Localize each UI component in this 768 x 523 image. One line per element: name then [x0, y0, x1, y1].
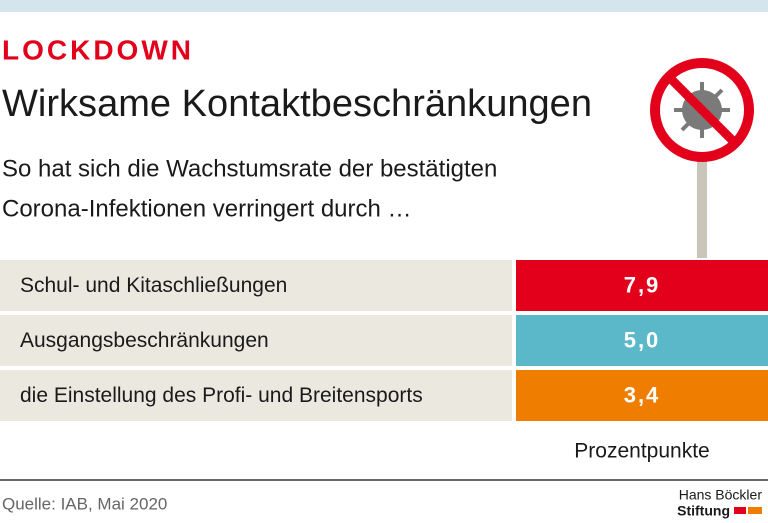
row-background — [0, 260, 512, 311]
source: Quelle: IAB, Mai 2020 — [2, 494, 167, 513]
title: Wirksame Kontaktbeschränkungen — [2, 83, 592, 125]
value-label: 5,0 — [624, 327, 661, 352]
logo-line: Hans Böckler — [679, 487, 763, 503]
logo-mark — [748, 507, 762, 514]
logo-line: Stiftung — [677, 503, 730, 519]
top-strip — [0, 0, 768, 12]
subtitle-line: Corona-Infektionen verringert durch … — [2, 195, 412, 222]
unit-label: Prozentpunkte — [574, 440, 709, 463]
value-cell — [516, 370, 768, 421]
row-label: Schul- und Kitaschließungen — [20, 274, 287, 297]
value-label: 3,4 — [624, 382, 661, 407]
value-cell — [516, 315, 768, 366]
row-background — [0, 370, 512, 421]
value-label: 7,9 — [624, 272, 661, 297]
logo-mark — [734, 507, 746, 514]
kicker: LOCKDOWN — [2, 34, 194, 65]
row-background — [0, 315, 512, 366]
no-virus-sign — [650, 58, 754, 258]
row-label: die Einstellung des Profi- und Breitensp… — [20, 384, 423, 407]
value-cell — [516, 260, 768, 311]
row-label: Ausgangsbeschränkungen — [20, 329, 269, 352]
subtitle-line: So hat sich die Wachstumsrate der bestät… — [2, 155, 497, 182]
